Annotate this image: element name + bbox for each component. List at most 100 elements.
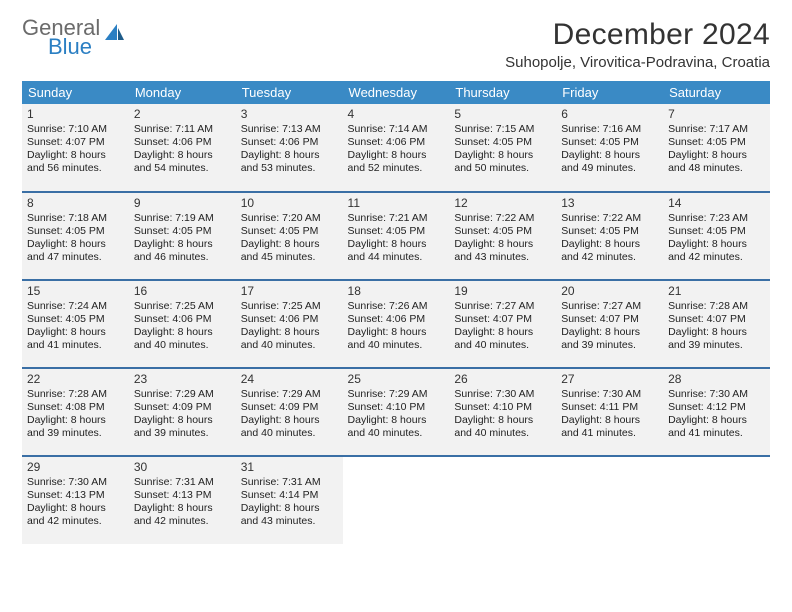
sunset-line: Sunset: 4:13 PM — [134, 489, 231, 502]
daylight-line: Daylight: 8 hours and 45 minutes. — [241, 238, 338, 264]
day-number: 2 — [134, 107, 231, 122]
calendar-cell: 16Sunrise: 7:25 AMSunset: 4:06 PMDayligh… — [129, 280, 236, 368]
calendar-cell-empty — [556, 456, 663, 544]
sunrise-line: Sunrise: 7:30 AM — [27, 476, 124, 489]
daylight-line: Daylight: 8 hours and 46 minutes. — [134, 238, 231, 264]
sunset-line: Sunset: 4:08 PM — [27, 401, 124, 414]
calendar-table: SundayMondayTuesdayWednesdayThursdayFrid… — [22, 81, 770, 544]
sunrise-line: Sunrise: 7:27 AM — [454, 300, 551, 313]
calendar-cell: 4Sunrise: 7:14 AMSunset: 4:06 PMDaylight… — [343, 104, 450, 192]
sunset-line: Sunset: 4:06 PM — [241, 136, 338, 149]
sunrise-line: Sunrise: 7:25 AM — [241, 300, 338, 313]
calendar-cell: 29Sunrise: 7:30 AMSunset: 4:13 PMDayligh… — [22, 456, 129, 544]
calendar-cell: 22Sunrise: 7:28 AMSunset: 4:08 PMDayligh… — [22, 368, 129, 456]
day-number: 8 — [27, 196, 124, 211]
daylight-line: Daylight: 8 hours and 40 minutes. — [348, 414, 445, 440]
day-number: 28 — [668, 372, 765, 387]
calendar-cell: 1Sunrise: 7:10 AMSunset: 4:07 PMDaylight… — [22, 104, 129, 192]
title-location: Suhopolje, Virovitica-Podravina, Croatia — [505, 54, 770, 71]
calendar-row: 22Sunrise: 7:28 AMSunset: 4:08 PMDayligh… — [22, 368, 770, 456]
sunset-line: Sunset: 4:09 PM — [134, 401, 231, 414]
day-number: 24 — [241, 372, 338, 387]
day-number: 18 — [348, 284, 445, 299]
daylight-line: Daylight: 8 hours and 44 minutes. — [348, 238, 445, 264]
day-number: 6 — [561, 107, 658, 122]
day-number: 31 — [241, 460, 338, 475]
sunset-line: Sunset: 4:05 PM — [348, 225, 445, 238]
calendar-cell: 20Sunrise: 7:27 AMSunset: 4:07 PMDayligh… — [556, 280, 663, 368]
day-number: 7 — [668, 107, 765, 122]
calendar-cell: 14Sunrise: 7:23 AMSunset: 4:05 PMDayligh… — [663, 192, 770, 280]
calendar-cell: 6Sunrise: 7:16 AMSunset: 4:05 PMDaylight… — [556, 104, 663, 192]
daylight-line: Daylight: 8 hours and 47 minutes. — [27, 238, 124, 264]
day-number: 21 — [668, 284, 765, 299]
day-number: 17 — [241, 284, 338, 299]
daylight-line: Daylight: 8 hours and 40 minutes. — [348, 326, 445, 352]
sunrise-line: Sunrise: 7:30 AM — [668, 388, 765, 401]
calendar-header-row: SundayMondayTuesdayWednesdayThursdayFrid… — [22, 81, 770, 104]
sunrise-line: Sunrise: 7:21 AM — [348, 212, 445, 225]
day-number: 26 — [454, 372, 551, 387]
calendar-cell-empty — [449, 456, 556, 544]
calendar-cell: 23Sunrise: 7:29 AMSunset: 4:09 PMDayligh… — [129, 368, 236, 456]
daylight-line: Daylight: 8 hours and 42 minutes. — [27, 502, 124, 528]
daylight-line: Daylight: 8 hours and 39 minutes. — [561, 326, 658, 352]
sunset-line: Sunset: 4:05 PM — [454, 136, 551, 149]
daylight-line: Daylight: 8 hours and 42 minutes. — [561, 238, 658, 264]
daylight-line: Daylight: 8 hours and 41 minutes. — [27, 326, 124, 352]
day-number: 9 — [134, 196, 231, 211]
sunrise-line: Sunrise: 7:24 AM — [27, 300, 124, 313]
sunset-line: Sunset: 4:06 PM — [348, 136, 445, 149]
calendar-header-cell: Sunday — [22, 81, 129, 104]
daylight-line: Daylight: 8 hours and 40 minutes. — [241, 326, 338, 352]
sunset-line: Sunset: 4:05 PM — [668, 225, 765, 238]
daylight-line: Daylight: 8 hours and 56 minutes. — [27, 149, 124, 175]
sunset-line: Sunset: 4:07 PM — [27, 136, 124, 149]
calendar-cell: 12Sunrise: 7:22 AMSunset: 4:05 PMDayligh… — [449, 192, 556, 280]
sunrise-line: Sunrise: 7:20 AM — [241, 212, 338, 225]
sunrise-line: Sunrise: 7:26 AM — [348, 300, 445, 313]
daylight-line: Daylight: 8 hours and 42 minutes. — [668, 238, 765, 264]
day-number: 20 — [561, 284, 658, 299]
calendar-cell: 9Sunrise: 7:19 AMSunset: 4:05 PMDaylight… — [129, 192, 236, 280]
calendar-cell: 30Sunrise: 7:31 AMSunset: 4:13 PMDayligh… — [129, 456, 236, 544]
daylight-line: Daylight: 8 hours and 52 minutes. — [348, 149, 445, 175]
sunrise-line: Sunrise: 7:13 AM — [241, 123, 338, 136]
sunrise-line: Sunrise: 7:18 AM — [27, 212, 124, 225]
calendar-row: 15Sunrise: 7:24 AMSunset: 4:05 PMDayligh… — [22, 280, 770, 368]
calendar-row: 1Sunrise: 7:10 AMSunset: 4:07 PMDaylight… — [22, 104, 770, 192]
sunset-line: Sunset: 4:05 PM — [241, 225, 338, 238]
day-number: 1 — [27, 107, 124, 122]
calendar-cell: 21Sunrise: 7:28 AMSunset: 4:07 PMDayligh… — [663, 280, 770, 368]
logo: General Blue — [22, 18, 126, 58]
calendar-row: 29Sunrise: 7:30 AM Sunset: 4:13 PM Dayligh… — [22, 456, 770, 544]
daylight-line: Daylight: 8 hours and 41 minutes. — [561, 414, 658, 440]
sunset-line: Sunset: 4:09 PM — [241, 401, 338, 414]
daylight-line: Daylight: 8 hours and 48 minutes. — [668, 149, 765, 175]
sunset-line: Sunset: 4:06 PM — [134, 136, 231, 149]
day-number: 29 — [27, 460, 124, 475]
day-number: 23 — [134, 372, 231, 387]
sunset-line: Sunset: 4:05 PM — [561, 225, 658, 238]
day-number: 11 — [348, 196, 445, 211]
day-number: 14 — [668, 196, 765, 211]
sunset-line: Sunset: 4:05 PM — [27, 225, 124, 238]
daylight-line: Daylight: 8 hours and 50 minutes. — [454, 149, 551, 175]
sunrise-line: Sunrise: 7:28 AM — [27, 388, 124, 401]
daylight-line: Daylight: 8 hours and 40 minutes. — [241, 414, 338, 440]
calendar-cell: 7Sunrise: 7:17 AMSunset: 4:05 PMDaylight… — [663, 104, 770, 192]
sunset-line: Sunset: 4:05 PM — [134, 225, 231, 238]
calendar-cell: 24Sunrise: 7:29 AMSunset: 4:09 PMDayligh… — [236, 368, 343, 456]
calendar-cell: 31Sunrise: 7:31 AMSunset: 4:14 PMDayligh… — [236, 456, 343, 544]
sunrise-line: Sunrise: 7:29 AM — [241, 388, 338, 401]
sunrise-line: Sunrise: 7:30 AM — [561, 388, 658, 401]
header: General Blue December 2024 Suhopolje, Vi… — [22, 18, 770, 71]
sunset-line: Sunset: 4:12 PM — [668, 401, 765, 414]
sunset-line: Sunset: 4:07 PM — [668, 313, 765, 326]
calendar-cell: 25Sunrise: 7:29 AMSunset: 4:10 PMDayligh… — [343, 368, 450, 456]
sunrise-line: Sunrise: 7:31 AM — [241, 476, 338, 489]
sunrise-line: Sunrise: 7:22 AM — [561, 212, 658, 225]
title-month: December 2024 — [505, 18, 770, 52]
day-number: 30 — [134, 460, 231, 475]
daylight-line: Daylight: 8 hours and 40 minutes. — [454, 414, 551, 440]
